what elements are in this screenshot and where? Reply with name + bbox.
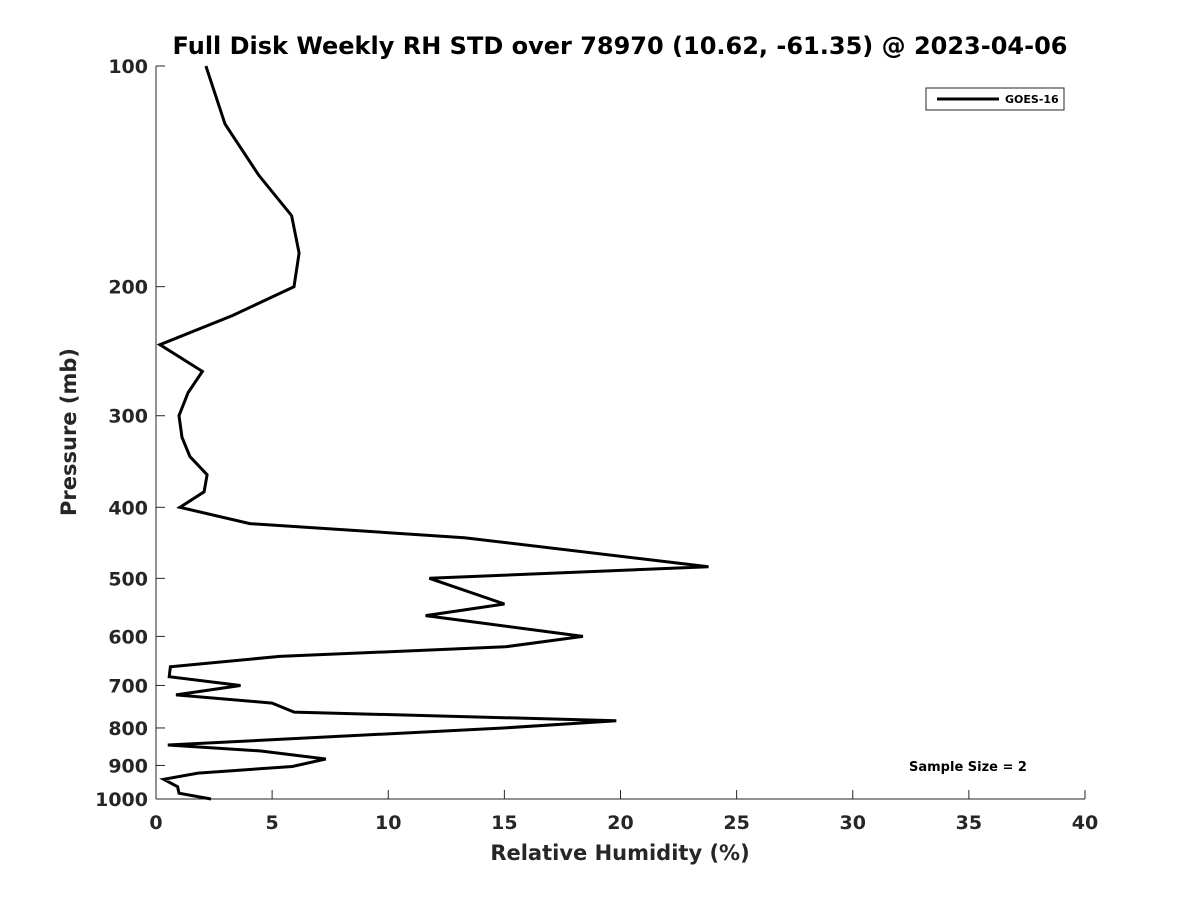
x-tick-label: 0 bbox=[149, 812, 162, 834]
y-tick-label: 400 bbox=[108, 497, 148, 519]
x-tick-label: 35 bbox=[956, 812, 982, 834]
y-tick-label: 100 bbox=[108, 56, 148, 78]
y-tick-label: 500 bbox=[108, 568, 148, 590]
series-line-goes-16 bbox=[156, 65, 709, 801]
x-tick-label: 25 bbox=[723, 812, 749, 834]
y-axis-label: Pressure (mb) bbox=[57, 348, 81, 516]
ticks: 0 5 10 15 20 25 30 35 40 100 200 300 400 500 600 700 800… bbox=[95, 56, 1098, 834]
x-tick-label: 10 bbox=[375, 812, 401, 834]
legend: GOES-16 bbox=[925, 87, 1065, 111]
y-tick-label: 600 bbox=[108, 626, 148, 648]
y-tick-label: 900 bbox=[108, 755, 148, 777]
y-tick-label: 200 bbox=[108, 277, 148, 299]
x-axis-label: Relative Humidity (%) bbox=[490, 841, 749, 865]
x-tick-label: 40 bbox=[1072, 812, 1098, 834]
x-tick-label: 5 bbox=[266, 812, 279, 834]
y-tick-label: 300 bbox=[108, 406, 148, 428]
x-tick-label: 20 bbox=[607, 812, 633, 834]
x-tick-label: 30 bbox=[840, 812, 866, 834]
sample-size-annotation: Sample Size = 2 bbox=[909, 760, 1027, 775]
chart-title: Full Disk Weekly RH STD over 78970 (10.6… bbox=[173, 32, 1068, 60]
y-tick-label: 700 bbox=[108, 675, 148, 697]
x-tick-label: 15 bbox=[491, 812, 517, 834]
legend-label-goes-16: GOES-16 bbox=[1005, 93, 1059, 106]
series-layer bbox=[156, 65, 709, 801]
y-tick-label: 1000 bbox=[95, 789, 148, 811]
y-tick-label: 800 bbox=[108, 718, 148, 740]
axes bbox=[155, 66, 1085, 800]
